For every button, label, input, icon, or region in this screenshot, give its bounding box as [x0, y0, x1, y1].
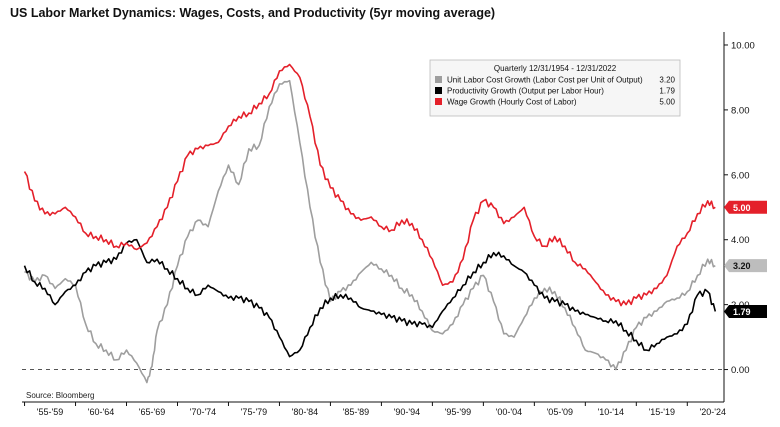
x-tick-label: '70-'74 [190, 407, 216, 417]
badge-value: 3.20 [733, 261, 751, 271]
y-tick-label: 6.00 [731, 170, 750, 181]
legend-value-unit-labor-cost: 3.20 [659, 76, 675, 85]
legend-box [429, 59, 681, 117]
legend-swatch-unit-labor-cost [435, 76, 442, 83]
chart-title: US Labor Market Dynamics: Wages, Costs, … [10, 6, 496, 20]
x-tick-label: '80-'84 [292, 407, 318, 417]
badge-shape [724, 259, 767, 273]
x-tick-label: '60-'64 [88, 407, 114, 417]
legend-value-wage-growth: 5.00 [659, 98, 675, 107]
series-wage-growth-line [23, 63, 716, 307]
badge-shape [724, 200, 767, 214]
source-note: Source: Bloomberg [26, 391, 95, 400]
x-tick-label: '05-'09 [547, 407, 573, 417]
legend: Quarterly 12/31/1954 - 12/31/2022 Unit L… [429, 59, 681, 117]
legend-header: Quarterly 12/31/1954 - 12/31/2022 [494, 64, 617, 73]
legend-swatch-wage-growth [435, 98, 442, 105]
x-tick-label: '95-'99 [445, 407, 471, 417]
legend-label-productivity: Productivity Growth (Output per Labor Ho… [447, 87, 604, 96]
series-unit-labor-cost-line [24, 79, 716, 384]
y-tick-label: 4.00 [731, 235, 750, 246]
x-tick-label: '00-'04 [496, 407, 522, 417]
legend-label-wage-growth: Wage Growth (Hourly Cost of Labor) [447, 98, 577, 107]
x-tick-label: '20-'24 [700, 407, 726, 417]
series-productivity-line [23, 238, 717, 358]
legend-swatch-productivity [435, 87, 442, 94]
badge-value: 1.79 [733, 307, 751, 317]
legend-value-productivity: 1.79 [659, 87, 675, 96]
y-tick-label: 10.00 [731, 40, 755, 51]
x-tick-label: '75-'79 [241, 407, 267, 417]
y-tick-label: 0.00 [731, 365, 750, 376]
x-tick-label: '65-'69 [139, 407, 165, 417]
badge-wage-growth: 5.00 [724, 200, 767, 214]
x-tick-label: '85-'89 [343, 407, 369, 417]
x-tick-label: '90-'94 [394, 407, 420, 417]
x-tick-label: '10-'14 [598, 407, 624, 417]
x-tick-label: '55-'59 [37, 407, 63, 417]
badge-unit-labor-cost: 3.20 [724, 259, 767, 273]
badge-productivity: 1.79 [724, 304, 767, 318]
legend-label-unit-labor-cost: Unit Labor Cost Growth (Labor Cost per U… [447, 76, 643, 85]
x-tick-label: '15-'19 [649, 407, 675, 417]
series-layer [23, 63, 717, 384]
y-tick-label: 8.00 [731, 105, 750, 116]
badge-shape [724, 304, 767, 318]
badge-value: 5.00 [733, 203, 751, 213]
end-value-badges: 3.20 1.79 5.00 [724, 200, 767, 318]
x-axis-ticks: '55-'59 '60-'64 '65-'69 '70-'74 '75-'79 '80-'… [24, 402, 726, 417]
